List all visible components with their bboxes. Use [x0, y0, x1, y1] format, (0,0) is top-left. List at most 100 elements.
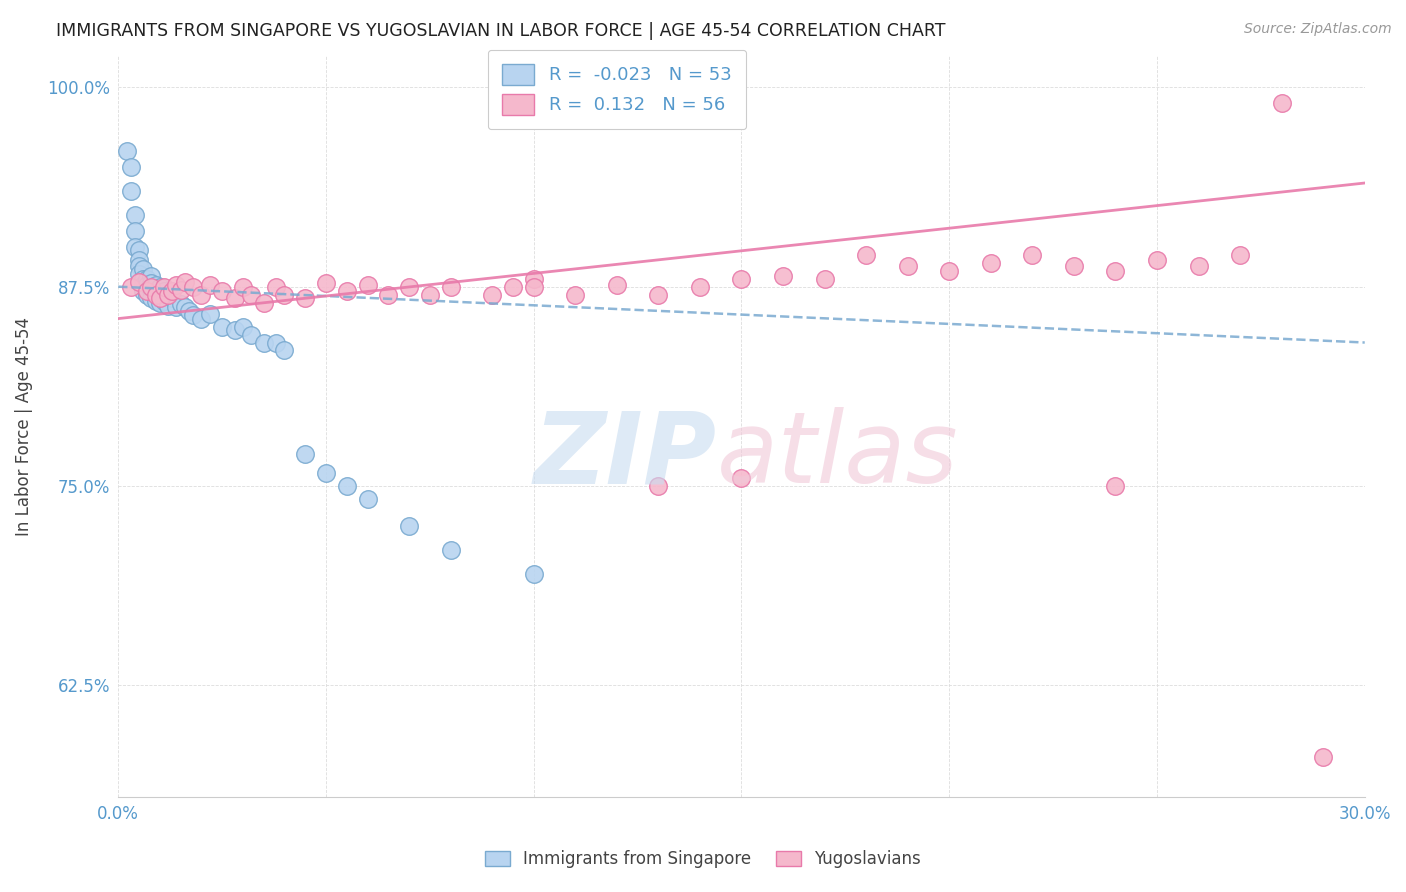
Point [294, 291, 316, 305]
Point [253, 335, 276, 350]
Point [132, 285, 155, 299]
Point [120, 160, 142, 174]
Point [273, 287, 295, 301]
Point [181, 309, 204, 323]
Point [980, 256, 1002, 270]
Point [128, 259, 150, 273]
Point [523, 566, 546, 581]
Point [377, 287, 399, 301]
Point [128, 243, 150, 257]
Point [149, 287, 172, 301]
Point [232, 279, 254, 293]
Point [294, 447, 316, 461]
Point [315, 467, 337, 481]
Point [136, 287, 159, 301]
Text: IMMIGRANTS FROM SINGAPORE VS YUGOSLAVIAN IN LABOR FORCE | AGE 45-54 CORRELATION : IMMIGRANTS FROM SINGAPORE VS YUGOSLAVIAN… [56, 22, 946, 40]
Point [336, 285, 359, 299]
Point [120, 279, 142, 293]
Point [141, 268, 163, 283]
Point [157, 287, 180, 301]
Point [772, 268, 794, 283]
Point [336, 479, 359, 493]
Point [132, 278, 155, 293]
Point [440, 279, 463, 293]
Point [356, 491, 378, 506]
Point [1146, 252, 1168, 267]
Point [523, 271, 546, 285]
Point [564, 287, 586, 301]
Point [855, 248, 877, 262]
Point [181, 279, 204, 293]
Point [689, 279, 711, 293]
Point [136, 271, 159, 285]
Point [132, 271, 155, 285]
Point [190, 287, 212, 301]
Point [1229, 248, 1251, 262]
Text: Source: ZipAtlas.com: Source: ZipAtlas.com [1244, 22, 1392, 37]
Point [162, 291, 184, 305]
Point [211, 285, 233, 299]
Point [253, 295, 276, 310]
Point [647, 287, 669, 301]
Point [124, 240, 146, 254]
Point [1187, 259, 1209, 273]
Point [169, 297, 191, 311]
Point [398, 279, 420, 293]
Point [128, 252, 150, 267]
Point [141, 277, 163, 291]
Point [224, 291, 246, 305]
Point [440, 542, 463, 557]
Point [523, 279, 546, 293]
Point [502, 279, 524, 293]
Point [120, 184, 142, 198]
Text: ZIP: ZIP [533, 408, 717, 505]
Point [398, 519, 420, 533]
Point [240, 287, 263, 301]
Point [264, 279, 287, 293]
Text: atlas: atlas [717, 408, 957, 505]
Point [1312, 750, 1334, 764]
Point [730, 471, 752, 485]
Point [419, 287, 441, 301]
Point [157, 299, 180, 313]
Point [149, 291, 172, 305]
Point [897, 259, 920, 273]
Point [141, 283, 163, 297]
Point [136, 285, 159, 299]
Point [145, 293, 167, 308]
Point [128, 275, 150, 289]
Point [115, 144, 138, 158]
Point [1104, 479, 1126, 493]
Point [136, 278, 159, 293]
Point [315, 277, 337, 291]
Point [149, 279, 172, 293]
Point [124, 224, 146, 238]
Legend: R =  -0.023   N = 53, R =  0.132   N = 56: R = -0.023 N = 53, R = 0.132 N = 56 [488, 50, 747, 129]
Point [153, 285, 176, 299]
Point [145, 285, 167, 299]
Point [173, 301, 195, 315]
Point [481, 287, 503, 301]
Point [157, 287, 180, 301]
Point [173, 275, 195, 289]
Point [606, 278, 628, 293]
Point [647, 479, 669, 493]
Point [198, 278, 221, 293]
Point [1063, 259, 1085, 273]
Point [128, 267, 150, 281]
Point [273, 343, 295, 358]
Point [169, 283, 191, 297]
Point [124, 208, 146, 222]
Point [132, 262, 155, 277]
Point [177, 303, 200, 318]
Point [813, 271, 835, 285]
Point [153, 279, 176, 293]
Point [198, 307, 221, 321]
Point [153, 293, 176, 308]
Point [1104, 264, 1126, 278]
Point [211, 319, 233, 334]
Point [730, 271, 752, 285]
Point [224, 323, 246, 337]
Point [165, 278, 187, 293]
Point [240, 327, 263, 342]
